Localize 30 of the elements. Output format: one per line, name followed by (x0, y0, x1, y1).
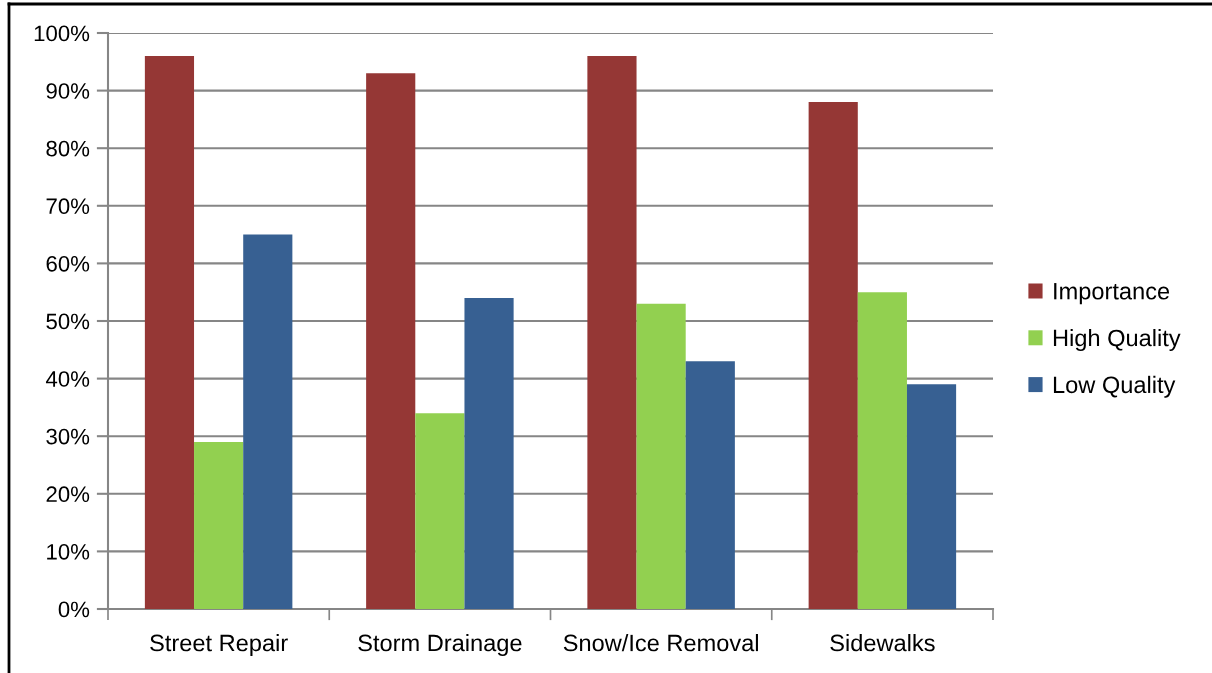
y-tick-label: 0% (58, 601, 90, 618)
bar (243, 234, 293, 609)
x-tick-label: Storm Drainage (358, 634, 522, 657)
y-tick-label: 40% (45, 371, 90, 387)
bar (366, 73, 416, 609)
legend-label: Low Quality (1053, 375, 1176, 398)
y-tick-label: 90% (46, 83, 90, 99)
y-tick-label: 70% (46, 198, 90, 215)
legend-label: Importance (1054, 283, 1170, 305)
bar (464, 297, 514, 609)
bar (415, 413, 465, 609)
bar (194, 441, 244, 609)
y-tick-label: 20% (46, 486, 90, 503)
y-tick-label: 60% (46, 255, 90, 272)
bar (144, 56, 195, 609)
bar (685, 361, 735, 609)
y-tick-label: 50% (46, 313, 90, 330)
legend-label: High Quality (1053, 329, 1181, 352)
y-tick-label: 100% (34, 25, 90, 42)
bar (857, 292, 907, 609)
y-tick-label: 80% (46, 140, 90, 157)
x-tick-label: Street Repair (150, 634, 288, 657)
y-tick-label: 10% (47, 543, 90, 560)
x-tick-label: Snow/Ice Removal (563, 634, 758, 652)
x-tick-label: Sidewalks (830, 634, 935, 652)
bar (587, 56, 637, 609)
bar (906, 384, 957, 609)
bar (636, 303, 686, 609)
y-tick-label: 30% (46, 428, 90, 445)
bar (808, 102, 858, 609)
